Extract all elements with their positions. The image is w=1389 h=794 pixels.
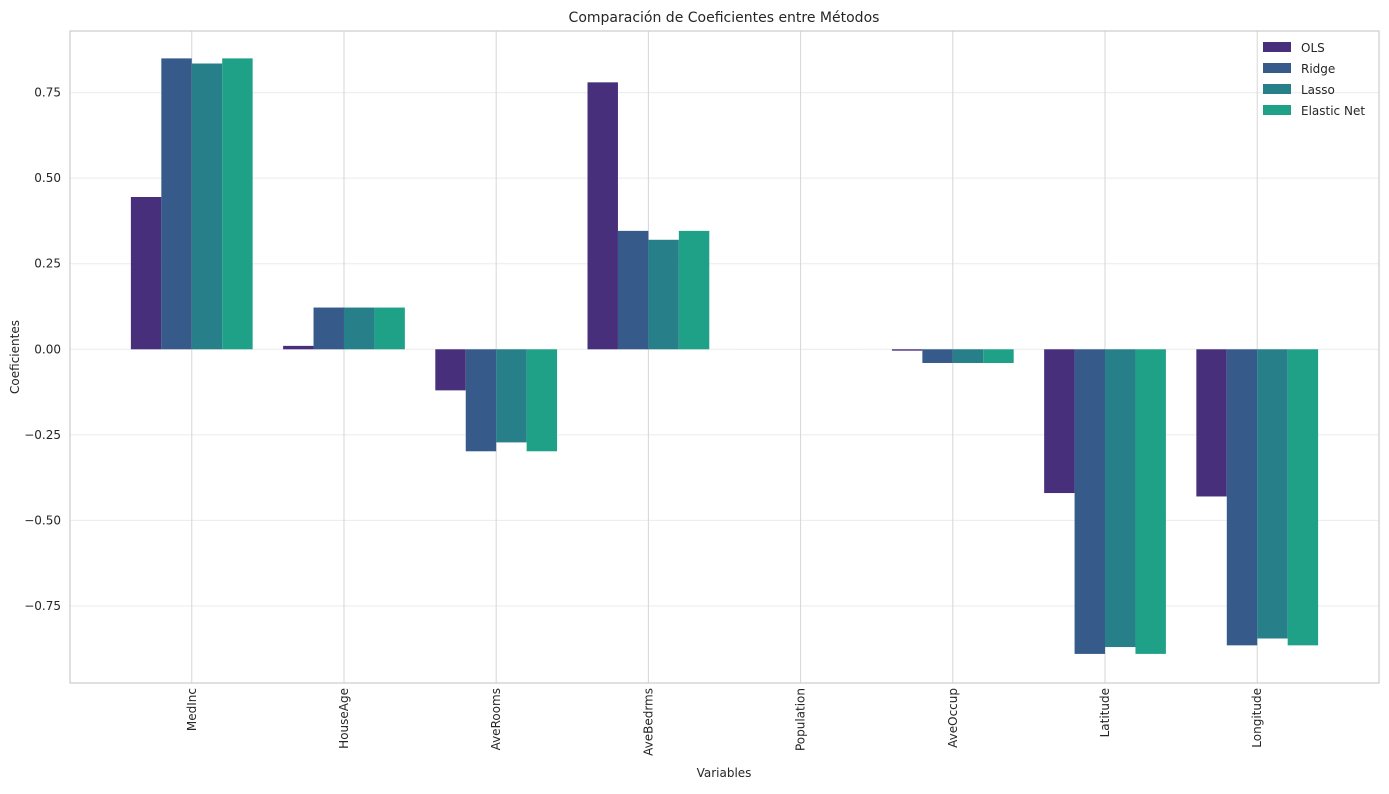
x-tick-label: AveBedrms <box>641 688 655 756</box>
plot-area: 0.75 0.50 0.25 0.00 −0.25 −0.50 −0.75 MedInc Hou… <box>24 31 1379 756</box>
bar-lasso <box>496 349 526 442</box>
y-tick-label: 0.75 <box>34 86 61 100</box>
bar-lasso <box>344 308 374 350</box>
bar-elastic-net <box>1288 349 1318 645</box>
bar-elastic-net <box>527 349 557 451</box>
bar-ols <box>892 349 922 350</box>
bar-ridge <box>1227 349 1257 645</box>
bar-ridge <box>1075 349 1105 654</box>
y-tick-label: −0.75 <box>24 599 61 613</box>
legend-label: Lasso <box>1301 83 1335 97</box>
bar-elastic-net <box>1135 349 1165 654</box>
chart-title: Comparación de Coeficientes entre Método… <box>569 10 880 26</box>
bar-ridge <box>922 349 952 363</box>
bar-elastic-net <box>679 231 709 349</box>
bar-ols <box>1196 349 1226 496</box>
bar-elastic-net <box>983 349 1013 363</box>
x-tick-label: MedInc <box>185 688 199 731</box>
legend-swatch <box>1263 63 1291 73</box>
bar-lasso <box>1257 349 1287 638</box>
y-tick-label: 0.50 <box>34 171 61 185</box>
bar-elastic-net <box>374 308 404 350</box>
bar-ols <box>435 349 465 390</box>
plot-background <box>70 31 1379 683</box>
bar-ols <box>131 197 161 349</box>
legend-swatch <box>1263 105 1291 115</box>
x-axis-label: Variables <box>697 766 752 780</box>
x-tick-label: Longitude <box>1250 688 1264 748</box>
legend-label: OLS <box>1301 41 1325 55</box>
legend-label: Ridge <box>1301 62 1335 76</box>
x-tick-label: AveOccup <box>946 688 960 748</box>
legend-swatch <box>1263 84 1291 94</box>
x-tick-label: Latitude <box>1098 688 1112 737</box>
x-tick-label: AveRooms <box>489 688 503 750</box>
y-tick-label: −0.50 <box>24 513 61 527</box>
bar-elastic-net <box>222 58 252 349</box>
bar-ridge <box>466 349 496 451</box>
bar-ridge <box>161 58 191 349</box>
bar-ols <box>588 82 618 349</box>
x-tick-label: HouseAge <box>337 688 351 749</box>
bar-lasso <box>192 64 222 350</box>
bar-ridge <box>314 308 344 350</box>
bar-lasso <box>953 349 983 363</box>
bar-lasso <box>648 240 678 350</box>
y-tick-label: −0.25 <box>24 428 61 442</box>
bar-ridge <box>618 231 648 349</box>
bar-ols <box>1044 349 1074 493</box>
y-tick-label: 0.25 <box>34 257 61 271</box>
bar-ols <box>283 346 313 349</box>
legend-swatch <box>1263 42 1291 52</box>
bar-lasso <box>1105 349 1135 647</box>
y-tick-label: 0.00 <box>34 342 61 356</box>
y-axis-label: Coeficientes <box>8 320 22 394</box>
x-tick-label: Population <box>794 688 808 751</box>
legend-label: Elastic Net <box>1301 104 1365 118</box>
